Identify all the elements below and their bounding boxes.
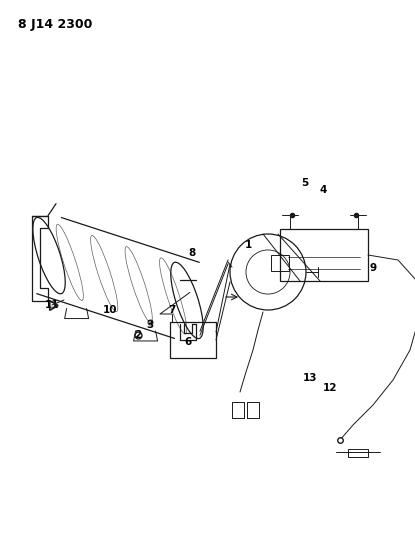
Text: 7: 7 [168, 305, 176, 315]
Text: 8 J14 2300: 8 J14 2300 [18, 18, 93, 31]
Text: 10: 10 [103, 305, 117, 315]
Bar [271, 255, 289, 271]
Text: 13: 13 [303, 373, 317, 383]
Bar [280, 229, 368, 281]
Text: 3: 3 [146, 320, 154, 330]
Bar [348, 449, 368, 457]
Bar [170, 322, 216, 358]
Text: 11: 11 [45, 300, 59, 310]
Text: 8: 8 [188, 248, 195, 258]
Text: 5: 5 [301, 178, 309, 188]
Text: 2: 2 [134, 330, 142, 340]
Text: 1: 1 [244, 240, 251, 250]
Text: 9: 9 [369, 263, 376, 273]
Text: 12: 12 [323, 383, 337, 393]
Text: 6: 6 [184, 337, 192, 347]
Text: 4: 4 [319, 185, 327, 195]
